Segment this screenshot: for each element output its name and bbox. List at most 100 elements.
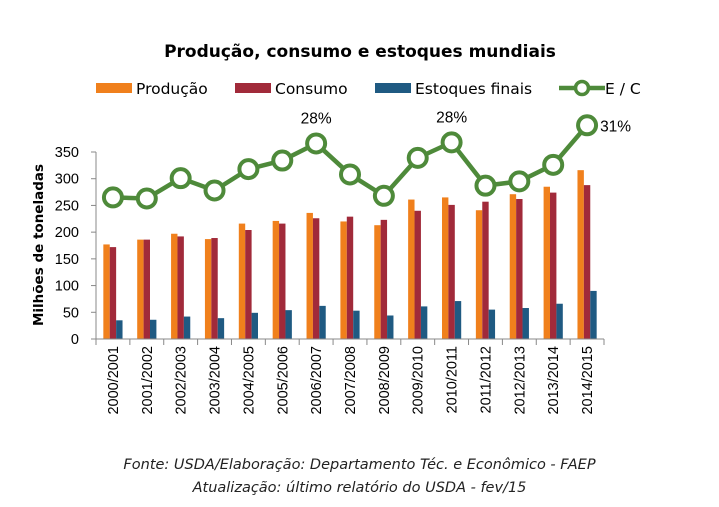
bar-produ-o-10 bbox=[442, 197, 449, 339]
bar-consumo-10 bbox=[448, 204, 455, 339]
bar-consumo-2 bbox=[177, 236, 184, 339]
bar-estoques-finais-0 bbox=[116, 320, 123, 339]
ec-marker-4 bbox=[237, 158, 260, 181]
bar-estoques-finais-6 bbox=[319, 305, 326, 339]
source-line-2: Atualização: último relatório do USDA - … bbox=[192, 480, 527, 496]
ec-marker-8 bbox=[372, 184, 395, 207]
x-tick-label: 2009/2010 bbox=[411, 346, 427, 415]
ec-annotation-0: 28% bbox=[301, 110, 332, 127]
chart-title: Produção, consumo e estoques mundiais bbox=[164, 42, 556, 62]
x-tick-label: 2002/2003 bbox=[174, 346, 190, 415]
bar-estoques-finais-5 bbox=[285, 310, 292, 339]
y-tick-label: 350 bbox=[55, 145, 79, 161]
y-axis-label: Milhões de toneladas bbox=[31, 164, 47, 326]
ec-marker-3 bbox=[203, 179, 226, 202]
y-tick-label: 100 bbox=[55, 279, 79, 295]
bar-estoques-finais-2 bbox=[183, 316, 191, 339]
bar-produ-o-0 bbox=[103, 244, 110, 339]
bar-estoques-finais-9 bbox=[420, 306, 428, 339]
bar-consumo-11 bbox=[482, 201, 489, 339]
x-tick-label: 2012/2013 bbox=[512, 346, 528, 415]
y-tick-label: 0 bbox=[71, 332, 79, 348]
x-axis-ticks: 2000/2001 2001/2002 2002/2003 2003/2004 2004… bbox=[95, 339, 605, 415]
bar-consumo-3 bbox=[211, 238, 218, 339]
x-tick-label: 2001/2002 bbox=[140, 346, 156, 415]
bar-produ-o-2 bbox=[171, 233, 178, 339]
bar-estoques-finais-4 bbox=[251, 312, 258, 339]
bar-consumo-9 bbox=[414, 210, 421, 339]
annotations: 28% 28% 31% bbox=[301, 109, 632, 135]
bar-consumo-6 bbox=[312, 218, 320, 339]
y-tick-label: 300 bbox=[55, 172, 79, 188]
legend-swatch-0 bbox=[96, 83, 132, 93]
bar-estoques-finais-3 bbox=[217, 318, 225, 339]
ec-marker-1 bbox=[135, 187, 158, 210]
x-tick-label: 2004/2005 bbox=[241, 346, 257, 415]
bar-produ-o-8 bbox=[374, 225, 381, 339]
x-tick-label: 2010/2011 bbox=[445, 346, 461, 413]
ec-marker-9 bbox=[406, 146, 429, 169]
bar-estoques-finais-14 bbox=[590, 290, 597, 339]
bar-estoques-finais-1 bbox=[150, 319, 157, 339]
y-tick-label: 250 bbox=[55, 198, 79, 214]
ec-marker-14 bbox=[576, 114, 599, 137]
bars bbox=[103, 170, 597, 339]
bar-estoques-finais-10 bbox=[454, 301, 462, 339]
legend-label-0: Produção bbox=[136, 80, 208, 98]
bar-produ-o-7 bbox=[340, 221, 347, 339]
axes bbox=[95, 152, 604, 340]
legend-swatch-2 bbox=[375, 83, 411, 93]
bar-consumo-7 bbox=[346, 216, 354, 339]
ec-marker-6 bbox=[305, 132, 328, 155]
ec-marker-10 bbox=[440, 131, 463, 154]
legend-marker-3 bbox=[573, 79, 591, 97]
bar-consumo-4 bbox=[245, 230, 252, 339]
bar-produ-o-1 bbox=[137, 239, 144, 339]
bar-produ-o-13 bbox=[543, 186, 550, 339]
y-tick-label: 50 bbox=[63, 305, 79, 321]
x-tick-label: 2007/2008 bbox=[343, 346, 359, 415]
x-tick-label: 2000/2001 bbox=[106, 346, 122, 415]
bar-produ-o-3 bbox=[204, 239, 212, 339]
bar-consumo-5 bbox=[279, 223, 286, 339]
x-tick-label: 2013/2014 bbox=[546, 346, 562, 415]
line-series bbox=[101, 114, 599, 210]
ec-marker-7 bbox=[339, 163, 361, 186]
bar-produ-o-6 bbox=[306, 212, 313, 339]
bar-consumo-12 bbox=[516, 199, 523, 339]
ec-marker-11 bbox=[474, 174, 497, 197]
bar-estoques-finais-8 bbox=[387, 315, 394, 339]
x-tick-label: 2003/2004 bbox=[208, 346, 224, 415]
ec-marker-2 bbox=[169, 167, 192, 190]
x-tick-label: 2006/2007 bbox=[309, 346, 325, 415]
x-tick-label: 2005/2006 bbox=[275, 346, 291, 415]
bar-estoques-finais-7 bbox=[353, 310, 360, 339]
y-axis-ticks: 0 50 100 150 200 250 300 350 bbox=[55, 145, 96, 348]
legend: Produção Consumo Estoques finais E / C bbox=[96, 79, 641, 98]
ec-marker-13 bbox=[542, 153, 565, 176]
source-line-1: Fonte: USDA/Elaboração: Departamento Téc… bbox=[123, 457, 596, 473]
ec-annotation-2: 31% bbox=[600, 118, 631, 135]
bar-produ-o-11 bbox=[475, 210, 483, 339]
bar-consumo-8 bbox=[380, 219, 388, 339]
bar-estoques-finais-11 bbox=[488, 309, 496, 339]
ec-annotation-1: 28% bbox=[436, 109, 467, 126]
bar-consumo-13 bbox=[550, 192, 557, 339]
bar-estoques-finais-12 bbox=[522, 308, 529, 339]
x-tick-label: 2008/2009 bbox=[377, 346, 393, 415]
ec-marker-5 bbox=[271, 149, 294, 172]
y-tick-label: 150 bbox=[55, 252, 79, 268]
ec-marker-12 bbox=[508, 170, 531, 193]
bar-produ-o-12 bbox=[509, 194, 517, 339]
bar-consumo-1 bbox=[143, 239, 150, 339]
bar-consumo-0 bbox=[109, 247, 117, 339]
bar-produ-o-14 bbox=[577, 170, 584, 339]
legend-label-3: E / C bbox=[605, 80, 641, 98]
y-tick-label: 200 bbox=[55, 225, 79, 241]
x-tick-label: 2011/2012 bbox=[478, 346, 494, 413]
legend-swatch-1 bbox=[235, 83, 271, 93]
legend-label-1: Consumo bbox=[275, 80, 348, 98]
ec-marker-0 bbox=[101, 186, 124, 209]
bar-estoques-finais-13 bbox=[556, 303, 563, 339]
